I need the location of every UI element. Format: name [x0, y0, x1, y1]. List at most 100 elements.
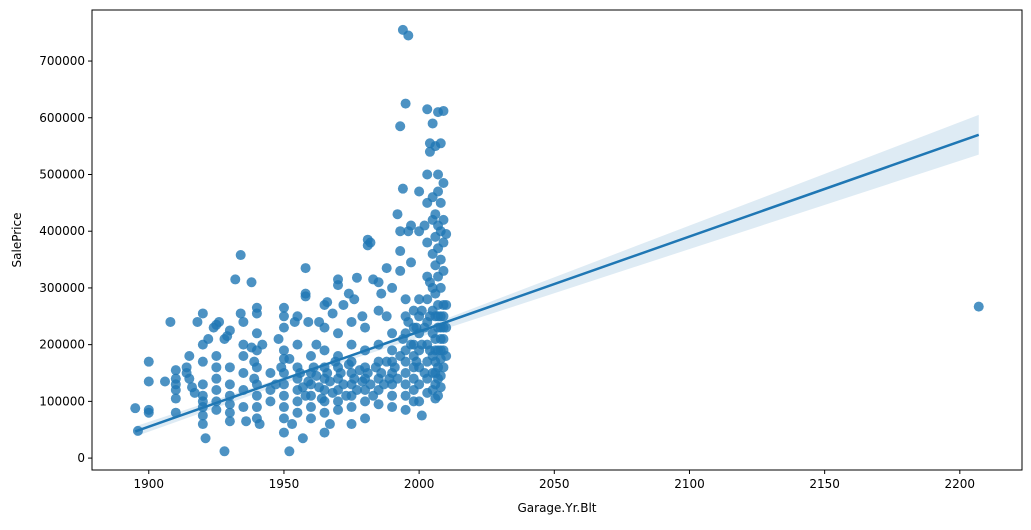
data-point [257, 339, 268, 350]
data-point [395, 121, 406, 132]
data-point [381, 263, 392, 274]
data-point [278, 402, 289, 413]
data-point [433, 390, 444, 401]
data-point [351, 272, 362, 283]
data-point [438, 177, 449, 188]
data-point [387, 328, 398, 339]
data-point [319, 345, 330, 356]
confidence-band [135, 114, 979, 437]
data-point [316, 393, 327, 404]
data-point [427, 118, 438, 129]
data-point [362, 368, 373, 379]
data-point [224, 362, 235, 373]
data-point [360, 322, 371, 333]
data-point [395, 265, 406, 276]
data-point [300, 291, 311, 302]
data-point [200, 433, 211, 444]
data-point [300, 263, 311, 274]
data-point [278, 390, 289, 401]
data-point [414, 186, 425, 197]
data-point [435, 345, 446, 356]
y-tick-label: 400000 [39, 224, 85, 238]
data-point [373, 305, 384, 316]
data-point [357, 311, 368, 322]
data-point [346, 402, 357, 413]
data-point [251, 390, 262, 401]
data-point [327, 387, 338, 398]
data-point [360, 413, 371, 424]
data-point [384, 373, 395, 384]
data-point [373, 399, 384, 410]
data-point [400, 404, 411, 415]
data-point [414, 294, 425, 305]
data-point [224, 325, 235, 336]
data-point [435, 382, 446, 393]
x-tick-label: 2100 [674, 477, 705, 491]
data-point [373, 277, 384, 288]
data-point [292, 339, 303, 350]
data-point [438, 237, 449, 248]
data-point [360, 396, 371, 407]
data-point [400, 98, 411, 109]
data-point [287, 419, 298, 430]
data-point [278, 322, 289, 333]
data-point [406, 339, 417, 350]
data-point [238, 316, 249, 327]
data-point [392, 373, 403, 384]
data-point [238, 368, 249, 379]
data-point [211, 373, 222, 384]
data-point [387, 345, 398, 356]
data-point [395, 350, 406, 361]
data-point [224, 407, 235, 418]
data-point [197, 308, 208, 319]
data-point [305, 350, 316, 361]
data-point [278, 427, 289, 438]
data-point [197, 410, 208, 421]
data-point [130, 403, 141, 414]
data-point [438, 333, 449, 344]
data-point [311, 370, 322, 381]
data-point [235, 250, 246, 261]
data-point [430, 368, 441, 379]
data-point [265, 368, 276, 379]
data-point [324, 376, 335, 387]
data-point [197, 356, 208, 367]
x-tick-label: 2200 [945, 477, 976, 491]
data-point [395, 246, 406, 257]
data-point [273, 333, 284, 344]
data-point [357, 376, 368, 387]
data-point [424, 311, 435, 322]
data-point [300, 390, 311, 401]
data-point [414, 379, 425, 390]
data-point [406, 257, 417, 268]
data-point [311, 339, 322, 350]
data-point [438, 265, 449, 276]
data-point [305, 402, 316, 413]
data-point [322, 368, 333, 379]
data-point [254, 419, 265, 430]
data-point [387, 282, 398, 293]
data-point [303, 316, 314, 327]
data-point [416, 410, 427, 421]
data-point [422, 294, 433, 305]
data-point [381, 356, 392, 367]
data-point [341, 390, 352, 401]
data-point [433, 169, 444, 180]
data-point [211, 385, 222, 396]
data-point [314, 382, 325, 393]
data-point [419, 220, 430, 231]
data-point [333, 280, 344, 291]
data-point [251, 308, 262, 319]
data-point [251, 402, 262, 413]
data-point [170, 365, 181, 376]
x-tick-label: 1950 [269, 477, 300, 491]
data-point [368, 390, 379, 401]
data-point [333, 396, 344, 407]
data-point [349, 294, 360, 305]
data-point [376, 368, 387, 379]
data-point [230, 274, 241, 285]
y-tick-label: 300000 [39, 281, 85, 295]
data-point [400, 294, 411, 305]
data-point [411, 356, 422, 367]
